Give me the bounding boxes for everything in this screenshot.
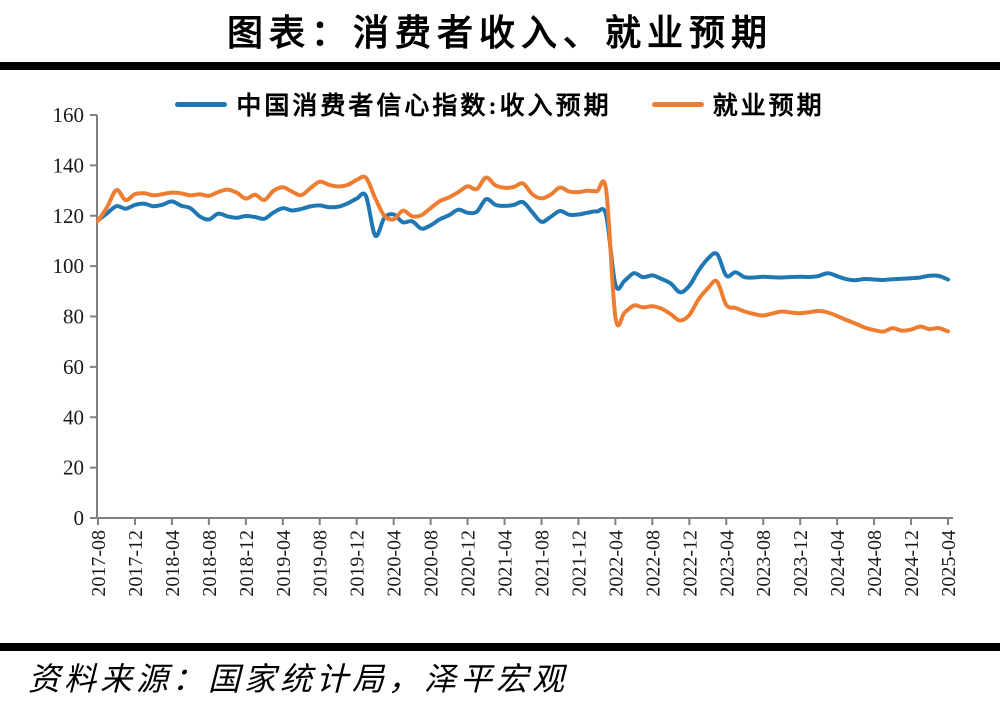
- legend-line-swatch-blue: [175, 101, 228, 107]
- x-tick-label: 2019-04: [273, 530, 295, 597]
- x-tick-label: 2021-08: [531, 530, 553, 597]
- legend-label-employment: 就业预期: [712, 93, 825, 120]
- y-tick-label: 160: [53, 103, 85, 127]
- chart-legend: 中国消费者信心指数:收入预期 就业预期: [0, 88, 1000, 120]
- y-tick-label: 40: [63, 405, 84, 429]
- x-tick-label: 2019-08: [310, 530, 332, 597]
- x-tick-label: 2020-08: [421, 530, 443, 597]
- x-tick-label: 2020-04: [384, 530, 406, 597]
- x-tick-label: 2025-04: [938, 530, 960, 597]
- y-tick-label: 20: [63, 456, 84, 480]
- x-tick-label: 2021-12: [568, 530, 590, 597]
- x-tick-label: 2024-12: [901, 530, 923, 597]
- y-tick-label: 120: [53, 204, 85, 228]
- x-tick-label: 2023-12: [790, 530, 812, 597]
- x-tick-label: 2018-08: [199, 530, 221, 597]
- x-tick-label: 2021-04: [495, 530, 517, 597]
- chart-svg: 0 20 40 60 80 100 120 140 160 2017-08 2017-12 2018-…: [53, 103, 961, 597]
- x-tick-label: 2017-08: [88, 530, 110, 597]
- x-tick-label: 2020-12: [458, 530, 480, 597]
- x-tick-label: 2018-12: [236, 530, 258, 597]
- y-tick-label: 140: [53, 153, 85, 177]
- x-tick-label: 2024-04: [827, 530, 849, 597]
- legend-label-income: 中国消费者信心指数:收入预期: [236, 93, 612, 120]
- legend-item-employment: 就业预期: [651, 86, 825, 122]
- page-title: 图表：消费者收入、就业预期: [226, 13, 773, 53]
- y-tick-label: 100: [53, 254, 85, 278]
- x-tick-label: 2023-08: [753, 530, 775, 597]
- series-line-income: [96, 191, 950, 295]
- y-tick-label: 0: [74, 506, 85, 530]
- legend-item-income: 中国消费者信心指数:收入预期: [175, 86, 611, 122]
- top-divider: [0, 62, 1000, 70]
- x-tick-label: 2019-12: [347, 530, 369, 597]
- legend-line-swatch-orange: [651, 101, 704, 107]
- bottom-divider: [0, 643, 1000, 651]
- series-line-employment: [96, 174, 950, 334]
- x-tick-label: 2024-08: [864, 530, 886, 597]
- y-tick-label: 60: [63, 355, 84, 379]
- x-tick-label: 2022-04: [605, 530, 627, 597]
- x-tick-label: 2018-04: [162, 530, 184, 597]
- x-tick-label: 2022-08: [642, 530, 664, 597]
- x-tick-label: 2022-12: [679, 530, 701, 597]
- y-tick-label: 80: [63, 305, 84, 329]
- x-tick-label: 2023-04: [716, 530, 738, 597]
- x-tick-label: 2017-12: [125, 530, 147, 597]
- source-note: 资料来源：国家统计局，泽平宏观: [28, 661, 569, 697]
